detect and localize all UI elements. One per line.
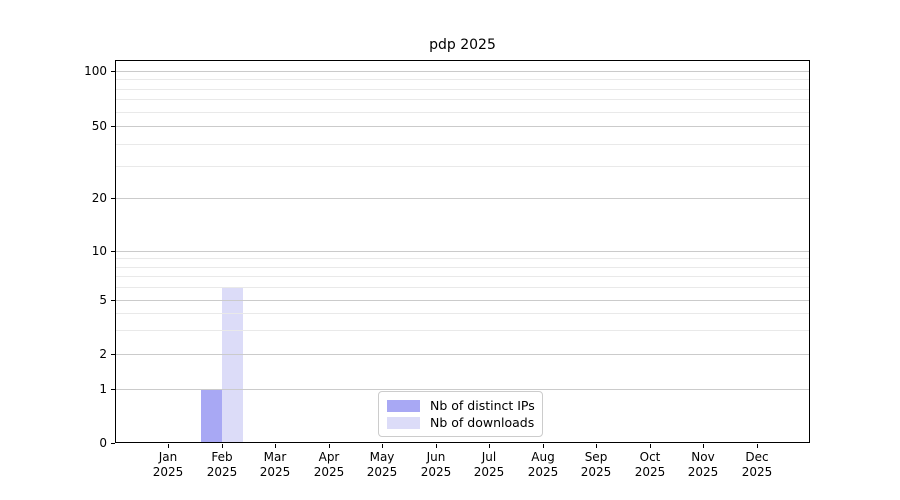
y-tick-10 xyxy=(111,251,115,252)
legend-item-nb-of-downloads: Nb of downloads xyxy=(387,414,534,431)
y-tick-5 xyxy=(111,300,115,301)
x-tick-label-nov: Nov 2025 xyxy=(687,450,719,479)
y-tick-label-2: 2 xyxy=(99,347,107,361)
x-tick-sep xyxy=(596,444,597,448)
gridline-y-5 xyxy=(116,300,809,301)
x-tick-feb xyxy=(222,444,223,448)
y-tick-100 xyxy=(111,71,115,72)
legend-label-nb-of-distinct-ips: Nb of distinct IPs xyxy=(430,397,535,413)
x-tick-jun xyxy=(436,444,437,448)
legend-swatch-nb-of-distinct-ips xyxy=(387,399,420,412)
minor-gridline-y-6 xyxy=(116,287,809,288)
y-tick-label-20: 20 xyxy=(91,191,107,205)
y-tick-label-10: 10 xyxy=(91,244,107,258)
x-tick-label-sep: Sep 2025 xyxy=(580,450,612,479)
minor-gridline-y-60 xyxy=(116,112,809,113)
x-tick-label-oct: Oct 2025 xyxy=(634,450,666,479)
minor-gridline-y-3 xyxy=(116,330,809,331)
x-tick-jan xyxy=(168,444,169,448)
bar-feb-nb-of-downloads xyxy=(221,287,243,443)
x-tick-aug xyxy=(543,444,544,448)
y-tick-label-0: 0 xyxy=(99,436,107,450)
minor-gridline-y-4 xyxy=(116,313,809,314)
legend-label-nb-of-downloads: Nb of downloads xyxy=(430,414,535,430)
x-tick-oct xyxy=(650,444,651,448)
minor-gridline-y-8 xyxy=(116,267,809,268)
y-tick-20 xyxy=(111,198,115,199)
y-tick-label-1: 1 xyxy=(99,382,107,396)
x-tick-may xyxy=(382,444,383,448)
x-tick-jul xyxy=(489,444,490,448)
gridline-y-50 xyxy=(116,126,809,127)
y-tick-1 xyxy=(111,389,115,390)
minor-gridline-y-40 xyxy=(116,144,809,145)
chart-title: pdp 2025 xyxy=(429,37,496,53)
y-tick-2 xyxy=(111,354,115,355)
x-tick-dec xyxy=(757,444,758,448)
x-tick-label-jul: Jul 2025 xyxy=(473,450,505,479)
y-tick-50 xyxy=(111,126,115,127)
y-tick-label-5: 5 xyxy=(99,293,107,307)
bar-feb-nb-of-distinct-ips xyxy=(200,389,222,443)
x-tick-label-feb: Feb 2025 xyxy=(206,450,238,479)
x-tick-label-mar: Mar 2025 xyxy=(259,450,291,479)
gridline-y-100 xyxy=(116,71,809,72)
minor-gridline-y-70 xyxy=(116,99,809,100)
legend-item-nb-of-distinct-ips: Nb of distinct IPs xyxy=(387,397,535,414)
gridline-y-20 xyxy=(116,198,809,199)
x-tick-label-jan: Jan 2025 xyxy=(152,450,184,479)
gridline-y-2 xyxy=(116,354,809,355)
minor-gridline-y-80 xyxy=(116,89,809,90)
x-tick-label-may: May 2025 xyxy=(366,450,398,479)
y-tick-label-50: 50 xyxy=(91,119,107,133)
legend: Nb of distinct IPs Nb of downloads xyxy=(378,391,543,437)
minor-gridline-y-30 xyxy=(116,166,809,167)
x-tick-nov xyxy=(703,444,704,448)
minor-gridline-y-9 xyxy=(116,258,809,259)
x-tick-label-jun: Jun 2025 xyxy=(420,450,452,479)
legend-swatch-nb-of-downloads xyxy=(387,416,420,429)
gridline-y-1 xyxy=(116,389,809,390)
minor-gridline-y-90 xyxy=(116,79,809,80)
y-tick-label-100: 100 xyxy=(84,64,107,78)
x-tick-label-apr: Apr 2025 xyxy=(313,450,345,479)
x-tick-apr xyxy=(329,444,330,448)
y-tick-0 xyxy=(111,443,115,444)
x-tick-mar xyxy=(275,444,276,448)
minor-gridline-y-7 xyxy=(116,276,809,277)
x-tick-label-dec: Dec 2025 xyxy=(741,450,773,479)
gridline-y-10 xyxy=(116,251,809,252)
x-tick-label-aug: Aug 2025 xyxy=(527,450,559,479)
